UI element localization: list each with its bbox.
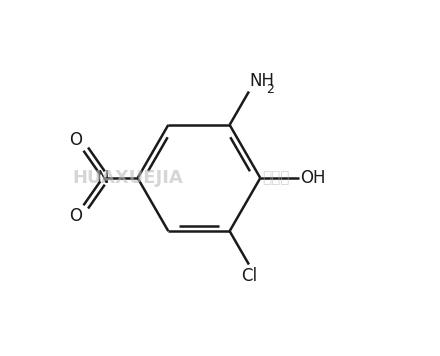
Text: O: O	[69, 131, 82, 149]
Text: Cl: Cl	[241, 267, 257, 285]
Text: 化学加: 化学加	[262, 171, 290, 185]
Text: O: O	[69, 207, 82, 225]
Text: NH: NH	[249, 72, 275, 90]
Text: OH: OH	[301, 169, 326, 187]
Text: 2: 2	[267, 83, 274, 96]
Text: N: N	[96, 169, 109, 187]
Text: HUAXUEJIA: HUAXUEJIA	[73, 169, 183, 187]
